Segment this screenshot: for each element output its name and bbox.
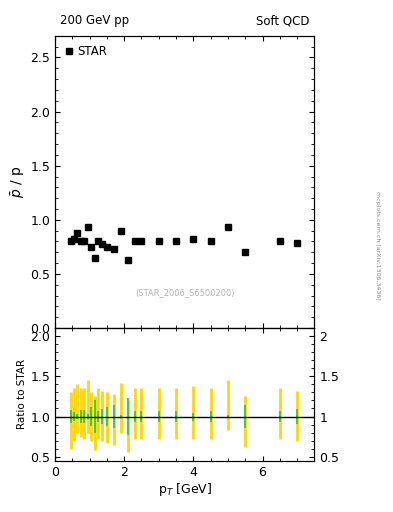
STAR: [92, 254, 97, 261]
STAR: [82, 239, 87, 245]
STAR: [132, 239, 137, 245]
STAR: [68, 239, 73, 245]
Text: 200 GeV pp: 200 GeV pp: [60, 14, 129, 27]
STAR: [208, 239, 213, 245]
Text: (STAR_2006_S6500200): (STAR_2006_S6500200): [135, 288, 235, 297]
STAR: [72, 236, 76, 242]
STAR: [277, 239, 282, 245]
STAR: [174, 239, 178, 245]
STAR: [156, 239, 161, 245]
STAR: [79, 239, 83, 245]
Legend: STAR: STAR: [61, 42, 111, 62]
STAR: [191, 236, 196, 242]
STAR: [86, 224, 90, 230]
STAR: [96, 239, 101, 245]
STAR: [89, 244, 94, 250]
Line: STAR: STAR: [68, 225, 300, 263]
Text: Soft QCD: Soft QCD: [256, 14, 309, 27]
X-axis label: p$_{T}$ [GeV]: p$_{T}$ [GeV]: [158, 481, 212, 499]
STAR: [112, 246, 116, 252]
STAR: [99, 241, 104, 247]
STAR: [226, 224, 230, 230]
STAR: [118, 227, 123, 233]
STAR: [125, 257, 130, 263]
Y-axis label: Ratio to STAR: Ratio to STAR: [17, 359, 28, 430]
STAR: [139, 239, 144, 245]
Y-axis label: $\bar{p}$ / p: $\bar{p}$ / p: [9, 166, 28, 198]
STAR: [105, 244, 109, 250]
Text: mcplots.cern.ch [arXiv:1306.3436]: mcplots.cern.ch [arXiv:1306.3436]: [375, 191, 380, 300]
STAR: [295, 240, 299, 246]
STAR: [243, 249, 248, 255]
STAR: [75, 230, 80, 236]
